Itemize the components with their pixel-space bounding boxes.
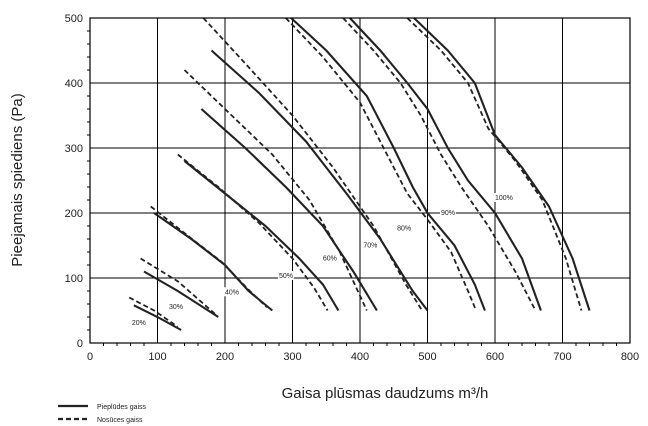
x-tick-label: 700 (553, 351, 571, 363)
x-tick-label: 0 (87, 351, 93, 363)
x-tick-label: 500 (418, 351, 436, 363)
legend-supply-label: Pieplūdes gaiss (97, 404, 147, 411)
y-tick-label: 500 (65, 13, 83, 25)
curve-label-bg (224, 287, 240, 297)
curve-label-bg (321, 253, 338, 263)
supply-curve-40% (153, 212, 273, 312)
x-tick-label: 400 (351, 351, 369, 363)
x-axis-title: Gaisa plūsmas daudzums m³/h (282, 385, 489, 402)
exhaust-curve-30% (140, 257, 216, 315)
curve-labels: 20% 30% 40% 50% 60% 70% 80% 90% 100% (130, 193, 515, 327)
curves-group (128, 17, 591, 331)
curve-label-bg (440, 207, 456, 217)
y-tick-label: 100 (65, 273, 83, 285)
x-tick-label: 100 (148, 351, 166, 363)
supply-curve-60% (200, 108, 378, 312)
exhaust-curve-60% (183, 69, 368, 311)
legend-exhaust-label: Nosūces gaiss (97, 417, 143, 424)
curve-label-bg (130, 317, 147, 327)
curve-label-bg (396, 223, 412, 233)
exhaust-curve-80% (285, 17, 477, 311)
supply-curve-80% (290, 17, 486, 311)
supply-curve-100% (413, 17, 591, 311)
curve-label-80%: 80% (397, 226, 411, 233)
exhaust-curve-100% (406, 17, 583, 311)
curve-label-50%: 50% (279, 273, 293, 280)
curve-label-70%: 70% (363, 242, 377, 249)
plot-frame (89, 17, 631, 344)
supply-curve-20% (133, 304, 182, 331)
supply-curve-90% (349, 17, 542, 311)
exhaust-curve-20% (128, 296, 179, 328)
grid-lines (89, 17, 631, 344)
exhaust-curve-50% (177, 153, 329, 311)
curve-label-100%: 100% (495, 195, 513, 202)
supply-curve-30% (143, 270, 219, 318)
supply-curve-70% (210, 49, 429, 312)
x-tick-label: 200 (216, 351, 234, 363)
curve-label-20%: 20% (132, 320, 146, 327)
exhaust-curve-70% (202, 17, 423, 311)
curve-label-bg (494, 193, 515, 202)
x-tick-label: 600 (486, 351, 504, 363)
y-tick-label: 0 (77, 338, 83, 350)
curve-label-60%: 60% (323, 255, 337, 262)
y-tick-label: 400 (65, 78, 83, 90)
curve-label-bg (278, 271, 294, 280)
exhaust-curve-90% (342, 17, 537, 311)
curve-label-bg (362, 240, 379, 250)
curve-label-bg (167, 302, 184, 312)
curve-label-90%: 90% (441, 210, 455, 217)
axes (87, 17, 631, 346)
y-axis-title: Pieejamais spiediens (Pa) (9, 93, 26, 266)
legend: Pieplūdes gaiss Nosūces gaiss (58, 404, 147, 424)
y-tick-label: 300 (65, 143, 83, 155)
tick-labels: 0 100 200 300 400 500 600 700 800 0 100 200 300 400 50… (65, 13, 640, 363)
y-tick-label: 200 (65, 208, 83, 220)
x-tick-label: 800 (621, 351, 639, 363)
supply-curve-50% (183, 160, 340, 312)
x-tick-label: 300 (283, 351, 301, 363)
curve-label-40%: 40% (225, 289, 239, 296)
curve-label-30%: 30% (169, 304, 183, 311)
